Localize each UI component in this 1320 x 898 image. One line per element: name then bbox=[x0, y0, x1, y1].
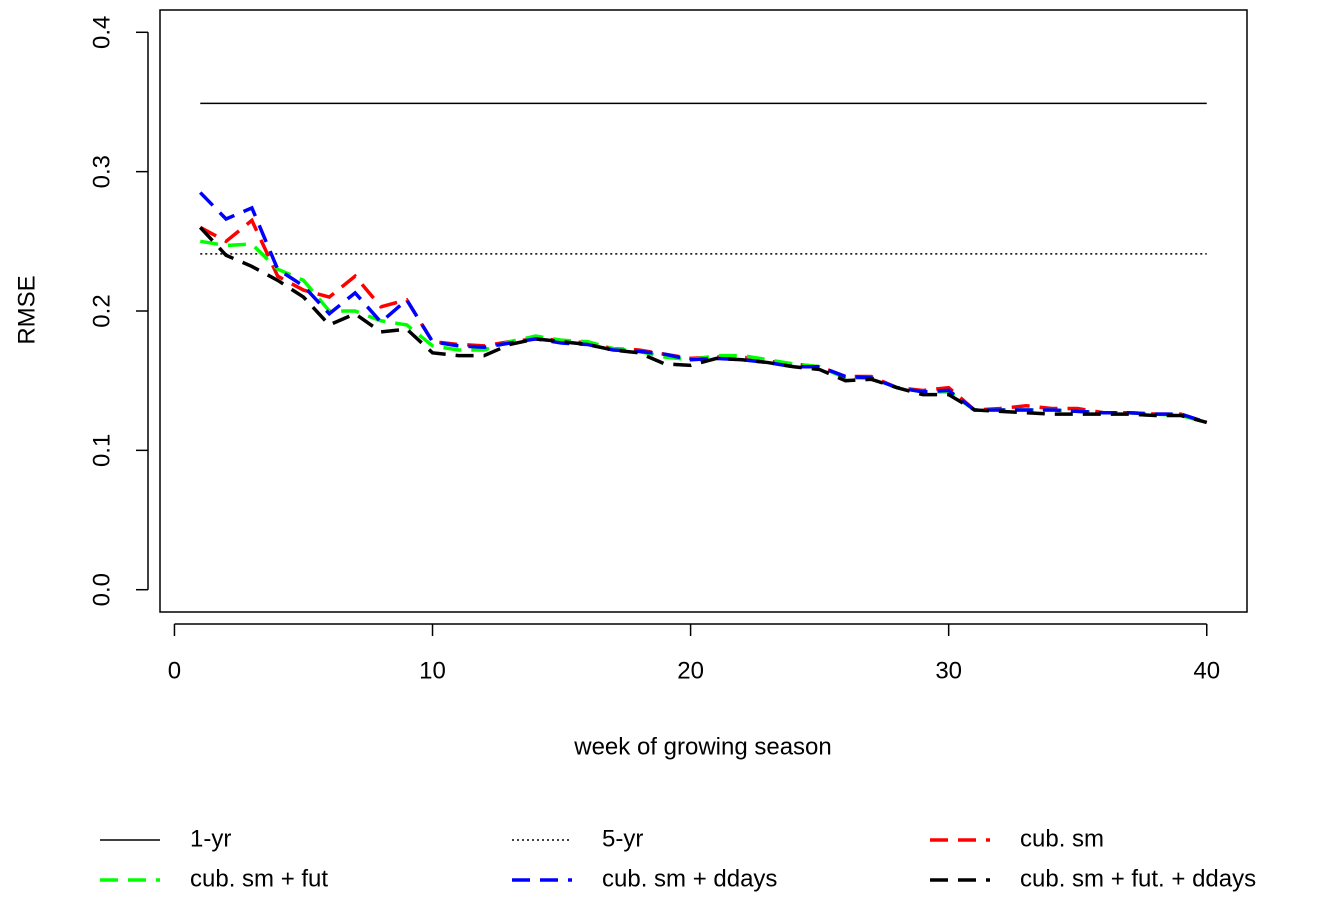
x-axis-title: week of growing season bbox=[573, 733, 831, 760]
x-tick-label: 0 bbox=[168, 657, 181, 684]
legend-label: cub. sm + ddays bbox=[602, 865, 777, 892]
legend-label: cub. sm + fut bbox=[190, 865, 328, 892]
series-line bbox=[199, 217, 1208, 425]
x-tick-label: 30 bbox=[935, 657, 962, 684]
y-axis-title: RMSE bbox=[13, 275, 40, 344]
series-line bbox=[199, 191, 1208, 425]
legend-label: 1-yr bbox=[190, 825, 231, 852]
y-tick-label: 0.2 bbox=[88, 294, 115, 327]
legend-label: 5-yr bbox=[602, 825, 643, 852]
legend-label: cub. sm bbox=[1020, 825, 1104, 852]
series-line bbox=[198, 226, 1208, 425]
legend-label: cub. sm + fut. + ddays bbox=[1020, 865, 1256, 892]
y-tick-label: 0.4 bbox=[88, 16, 115, 49]
y-tick-label: 0.3 bbox=[88, 155, 115, 188]
series-line bbox=[199, 239, 1208, 425]
plot-frame bbox=[159, 9, 1248, 613]
x-tick-label: 10 bbox=[419, 657, 446, 684]
y-tick-label: 0.0 bbox=[88, 573, 115, 606]
y-tick-label: 0.1 bbox=[88, 434, 115, 467]
x-tick-label: 20 bbox=[677, 657, 704, 684]
x-tick-label: 40 bbox=[1193, 657, 1220, 684]
